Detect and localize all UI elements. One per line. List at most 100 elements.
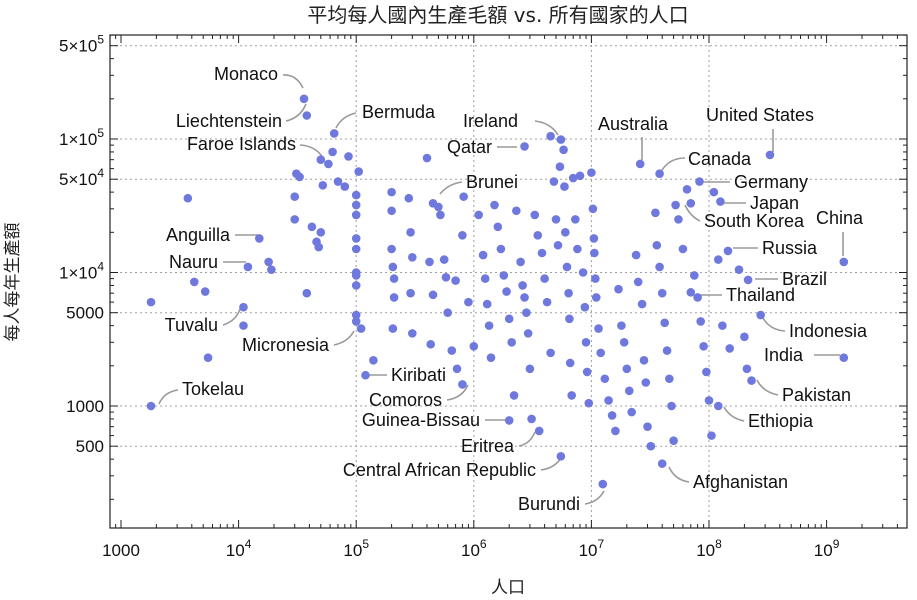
data-point — [406, 288, 415, 298]
data-point-labeled — [458, 380, 467, 389]
data-point — [617, 321, 626, 330]
data-point — [408, 252, 417, 262]
data-point — [542, 297, 552, 307]
data-point — [316, 228, 326, 237]
data-point — [686, 198, 696, 208]
data-point — [565, 314, 574, 324]
data-point — [267, 265, 276, 274]
data-point — [387, 187, 396, 197]
data-point — [607, 411, 617, 420]
data-point — [662, 346, 672, 355]
data-point-labeled — [428, 198, 438, 208]
data-point-labeled — [756, 310, 765, 320]
data-point — [451, 276, 460, 285]
data-point — [328, 147, 337, 157]
point-label: Guinea-Bissau — [362, 410, 480, 430]
label-leader — [756, 379, 779, 396]
data-point-labeled — [146, 401, 156, 411]
data-point — [549, 177, 559, 186]
data-point — [562, 262, 572, 272]
x-tick-label-6: 109 — [814, 537, 840, 560]
data-point — [622, 364, 632, 374]
data-point — [660, 318, 669, 328]
data-point-labeled — [765, 150, 775, 160]
data-point — [573, 244, 582, 254]
data-point — [200, 287, 210, 296]
label-leader — [668, 466, 690, 483]
data-point — [725, 344, 735, 353]
data-point — [682, 184, 692, 194]
label-leader — [335, 112, 357, 129]
data-point — [641, 378, 651, 387]
data-point — [426, 339, 435, 349]
data-point — [264, 257, 273, 267]
data-point — [302, 288, 312, 298]
data-point — [307, 222, 317, 232]
point-label: Monaco — [214, 64, 278, 84]
point-label: Brazil — [782, 269, 827, 289]
data-point — [537, 248, 547, 258]
plot-frame — [109, 34, 908, 529]
point-label: Ethiopia — [748, 411, 814, 431]
x-tick-label-0: 1000 — [102, 541, 140, 560]
data-point — [525, 364, 535, 374]
data-point — [499, 271, 509, 280]
data-point — [594, 324, 603, 333]
data-point-labeled — [299, 94, 309, 104]
point-label: Faroe Islands — [187, 134, 296, 154]
data-point — [530, 210, 540, 220]
data-point — [388, 262, 398, 272]
data-point — [351, 310, 361, 320]
data-point — [559, 145, 568, 155]
data-point — [581, 338, 591, 347]
point-label: Russia — [762, 238, 818, 258]
data-point — [389, 293, 399, 302]
data-point — [425, 257, 434, 267]
data-point — [690, 271, 699, 280]
point-label: Tokelau — [182, 379, 244, 399]
data-point — [428, 290, 438, 300]
data-point — [589, 234, 599, 243]
data-point — [351, 271, 361, 280]
y-tick-label-0: 500 — [76, 437, 104, 456]
label-leader — [723, 406, 745, 422]
data-point — [657, 288, 667, 298]
point-label: Kiribati — [391, 365, 446, 385]
point-label: Germany — [734, 172, 808, 192]
data-point — [704, 396, 714, 405]
data-point — [590, 248, 599, 258]
data-point — [546, 348, 555, 358]
data-point-labeled — [534, 426, 544, 436]
data-point — [734, 265, 744, 274]
point-labels: Monaco Liechtenstein Bermuda Faroe Islands I… — [165, 64, 868, 514]
data-point — [496, 244, 506, 254]
data-point — [422, 153, 432, 163]
point-label: Eritrea — [461, 436, 515, 456]
data-point-labeled — [716, 197, 725, 206]
x-tick-label-3: 106 — [461, 537, 487, 560]
data-point-labeled — [686, 288, 696, 297]
point-label: India — [764, 345, 804, 365]
data-point-labeled — [302, 111, 312, 120]
label-leader — [158, 389, 179, 405]
data-point — [203, 353, 213, 363]
data-point — [351, 210, 361, 220]
point-label: Nauru — [169, 252, 218, 272]
data-point — [387, 244, 396, 254]
data-point — [493, 222, 503, 232]
y-tick-label-5: 1×105 — [59, 126, 104, 149]
data-point — [665, 374, 674, 384]
data-point-labeled — [239, 302, 248, 312]
y-tick-label-4: 5×104 — [59, 166, 104, 189]
point-label: Australia — [598, 114, 669, 134]
data-point — [314, 242, 324, 252]
data-point — [651, 208, 660, 218]
point-label: Tuvalu — [165, 315, 218, 335]
data-point — [459, 192, 468, 201]
data-point — [674, 215, 683, 224]
data-point — [646, 441, 656, 451]
label-leader — [762, 317, 786, 332]
data-point — [239, 321, 248, 330]
data-point — [678, 244, 688, 254]
point-label: Afghanistan — [693, 472, 788, 492]
